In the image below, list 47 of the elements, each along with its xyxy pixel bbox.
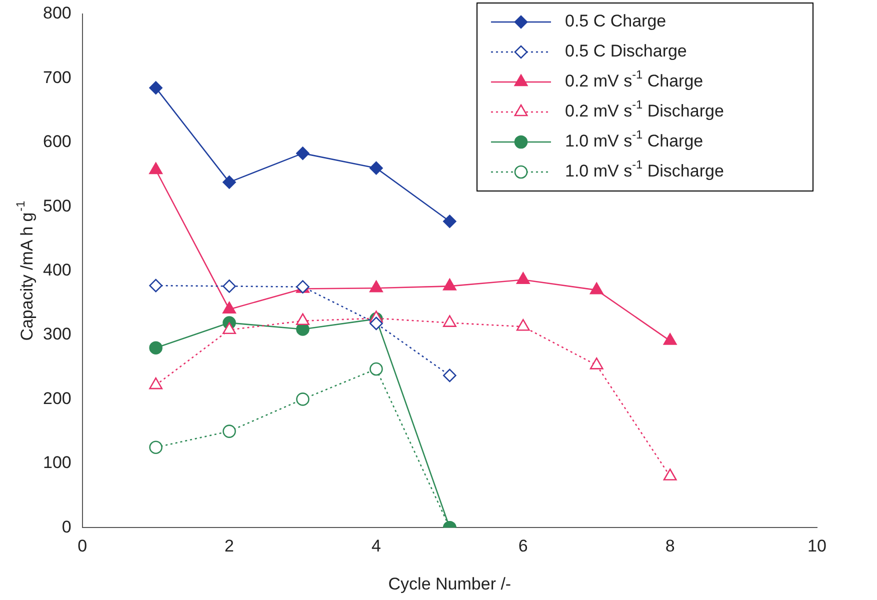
y-tick-label: 100 <box>42 453 72 472</box>
point <box>149 440 162 454</box>
point <box>443 368 456 382</box>
y-tick-label: 300 <box>42 324 72 344</box>
x-axis-title: Cycle Number /- <box>388 574 512 594</box>
x-tick-label: 2 <box>224 536 234 556</box>
x-tick-label: 10 <box>808 536 826 556</box>
point <box>370 362 383 376</box>
legend-label: 0.5 C Discharge <box>565 42 687 61</box>
point <box>516 272 530 284</box>
point <box>443 214 456 228</box>
point <box>370 280 383 292</box>
y-tick-label: 600 <box>42 132 72 152</box>
y-tick-label: 700 <box>42 68 72 87</box>
point <box>222 280 236 293</box>
x-tick-label: 6 <box>518 536 528 556</box>
point <box>296 313 310 326</box>
point <box>296 146 310 160</box>
point <box>222 322 236 334</box>
point <box>149 278 162 292</box>
point <box>516 319 530 331</box>
point <box>149 341 162 354</box>
point <box>442 278 456 290</box>
legend-label: 0.5 C Charge <box>565 12 666 31</box>
y-tick-label: 400 <box>42 260 72 280</box>
x-tick-label: 0 <box>78 536 88 556</box>
y-tick-label: 200 <box>42 388 72 408</box>
point <box>590 358 604 370</box>
y-tick-label: 0 <box>62 517 72 536</box>
point <box>222 176 236 189</box>
point <box>370 161 383 175</box>
y-tick-label: 500 <box>42 196 72 216</box>
point <box>222 424 236 438</box>
point <box>149 162 163 174</box>
point <box>663 468 677 480</box>
point <box>149 81 162 94</box>
point <box>222 302 236 314</box>
point <box>296 392 310 406</box>
point <box>663 333 677 345</box>
point <box>149 377 163 390</box>
y-axis-title: Capacity /mA h g-1 <box>13 200 37 341</box>
point <box>590 282 604 294</box>
point <box>442 315 456 327</box>
point <box>370 316 383 330</box>
x-tick-label: 4 <box>371 536 381 556</box>
y-tick-label: 800 <box>42 4 72 23</box>
x-tick-label: 8 <box>665 536 675 556</box>
